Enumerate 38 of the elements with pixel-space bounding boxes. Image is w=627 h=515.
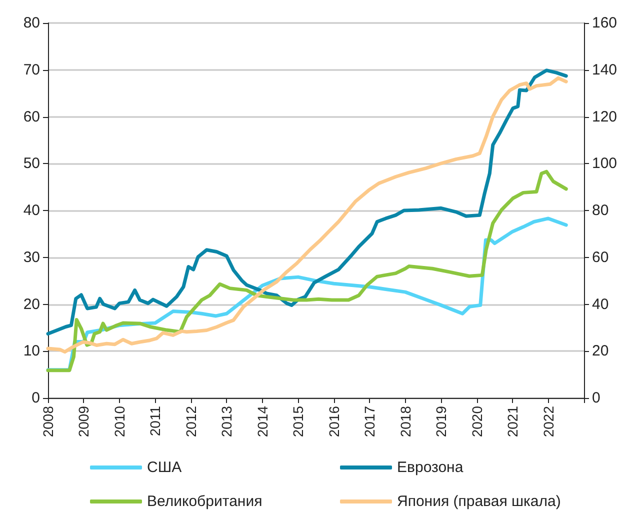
- y2-tick-label: 60: [592, 248, 609, 266]
- x-tick-label: 2022: [540, 406, 556, 438]
- x-tick-label: 2015: [290, 406, 306, 438]
- legend-label: Еврозона: [397, 459, 464, 476]
- y-tick-label: 30: [23, 248, 40, 266]
- y-tick-label: 80: [23, 14, 40, 32]
- x-tick-label: 2014: [254, 406, 270, 438]
- legend-label: Великобритания: [147, 493, 262, 510]
- x-tick-label: 2009: [76, 406, 92, 438]
- y2-tick-label: 0: [592, 390, 600, 406]
- x-tick-label: 2018: [397, 406, 414, 438]
- y2-tick-label: 80: [592, 202, 609, 219]
- x-tick-label: 2020: [468, 406, 485, 438]
- x-tick-label: 2011: [147, 406, 164, 436]
- y2-tick-label: 20: [592, 342, 609, 360]
- x-tick-label: 2008: [40, 406, 56, 438]
- legend-label: США: [147, 459, 182, 476]
- x-tick-label: 2016: [326, 406, 342, 438]
- x-tick-label: 2021: [504, 406, 521, 438]
- x-tick-label: 2013: [218, 406, 235, 438]
- y-tick-label: 10: [23, 342, 40, 360]
- x-tick-label: 2019: [433, 406, 450, 438]
- y-tick-label: 40: [23, 202, 40, 219]
- y2-tick-label: 40: [592, 296, 609, 313]
- x-tick-label: 2017: [362, 406, 378, 438]
- line-series: [46, 170, 568, 372]
- y-tick-label: 50: [23, 155, 40, 172]
- y2-tick-label: 100: [592, 155, 618, 172]
- legend-label: Япония (правая шкала): [397, 493, 561, 510]
- y-tick-label: 0: [32, 390, 40, 406]
- y2-tick-label: 160: [592, 14, 618, 32]
- y2-tick-label: 140: [592, 61, 618, 78]
- y-tick-label: 70: [23, 61, 40, 78]
- x-tick-label: 2012: [182, 406, 199, 438]
- y2-tick-label: 120: [592, 108, 618, 126]
- x-tick-label: 2010: [111, 406, 128, 438]
- y-tick-label: 20: [23, 296, 40, 313]
- y-tick-label: 60: [23, 108, 40, 126]
